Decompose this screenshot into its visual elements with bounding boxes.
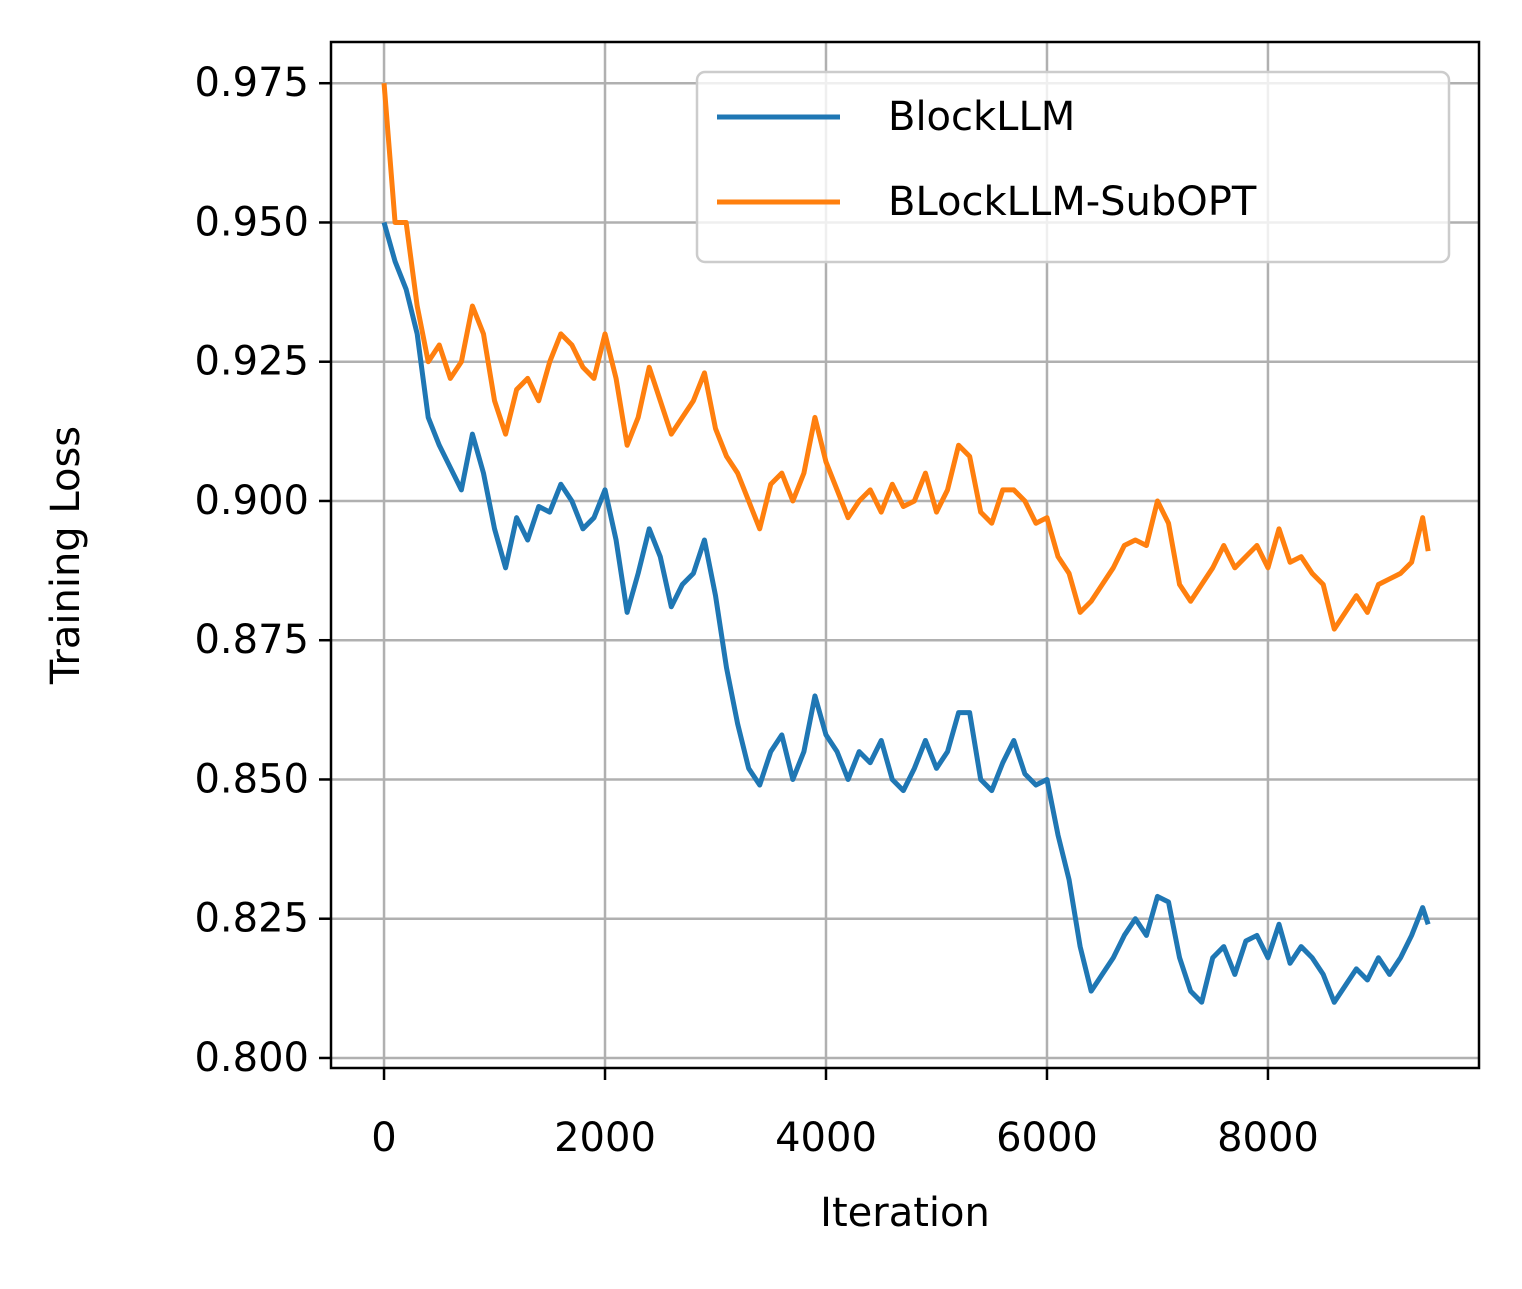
x-tick-label: 6000	[996, 1115, 1098, 1161]
legend-box	[695, 70, 1451, 264]
y-tick-label: 0.875	[194, 617, 309, 663]
y-tick-label: 0.800	[194, 1035, 309, 1081]
y-tick-label: 0.850	[194, 756, 309, 802]
y-tick-label: 0.950	[194, 199, 309, 245]
x-tick-label: 2000	[554, 1115, 656, 1161]
y-tick-label: 0.825	[194, 896, 309, 942]
plot-frame	[329, 40, 1481, 1070]
x-tick-label: 4000	[775, 1115, 877, 1161]
line	[381, 221, 1431, 1005]
legend-label: BlockLLM	[888, 94, 1075, 140]
line	[381, 83, 1431, 632]
legend-label: BLockLLM-SubOPT	[888, 179, 1257, 225]
x-axis-label: Iteration	[820, 1190, 990, 1236]
y-axis-label: Training Loss	[43, 426, 89, 685]
y-tick-label: 0.975	[194, 60, 309, 106]
y-tick-label: 0.900	[194, 478, 309, 524]
x-tick-label: 8000	[1217, 1115, 1319, 1161]
y-tick-label: 0.925	[194, 339, 309, 385]
x-tick-label: 0	[371, 1115, 396, 1161]
